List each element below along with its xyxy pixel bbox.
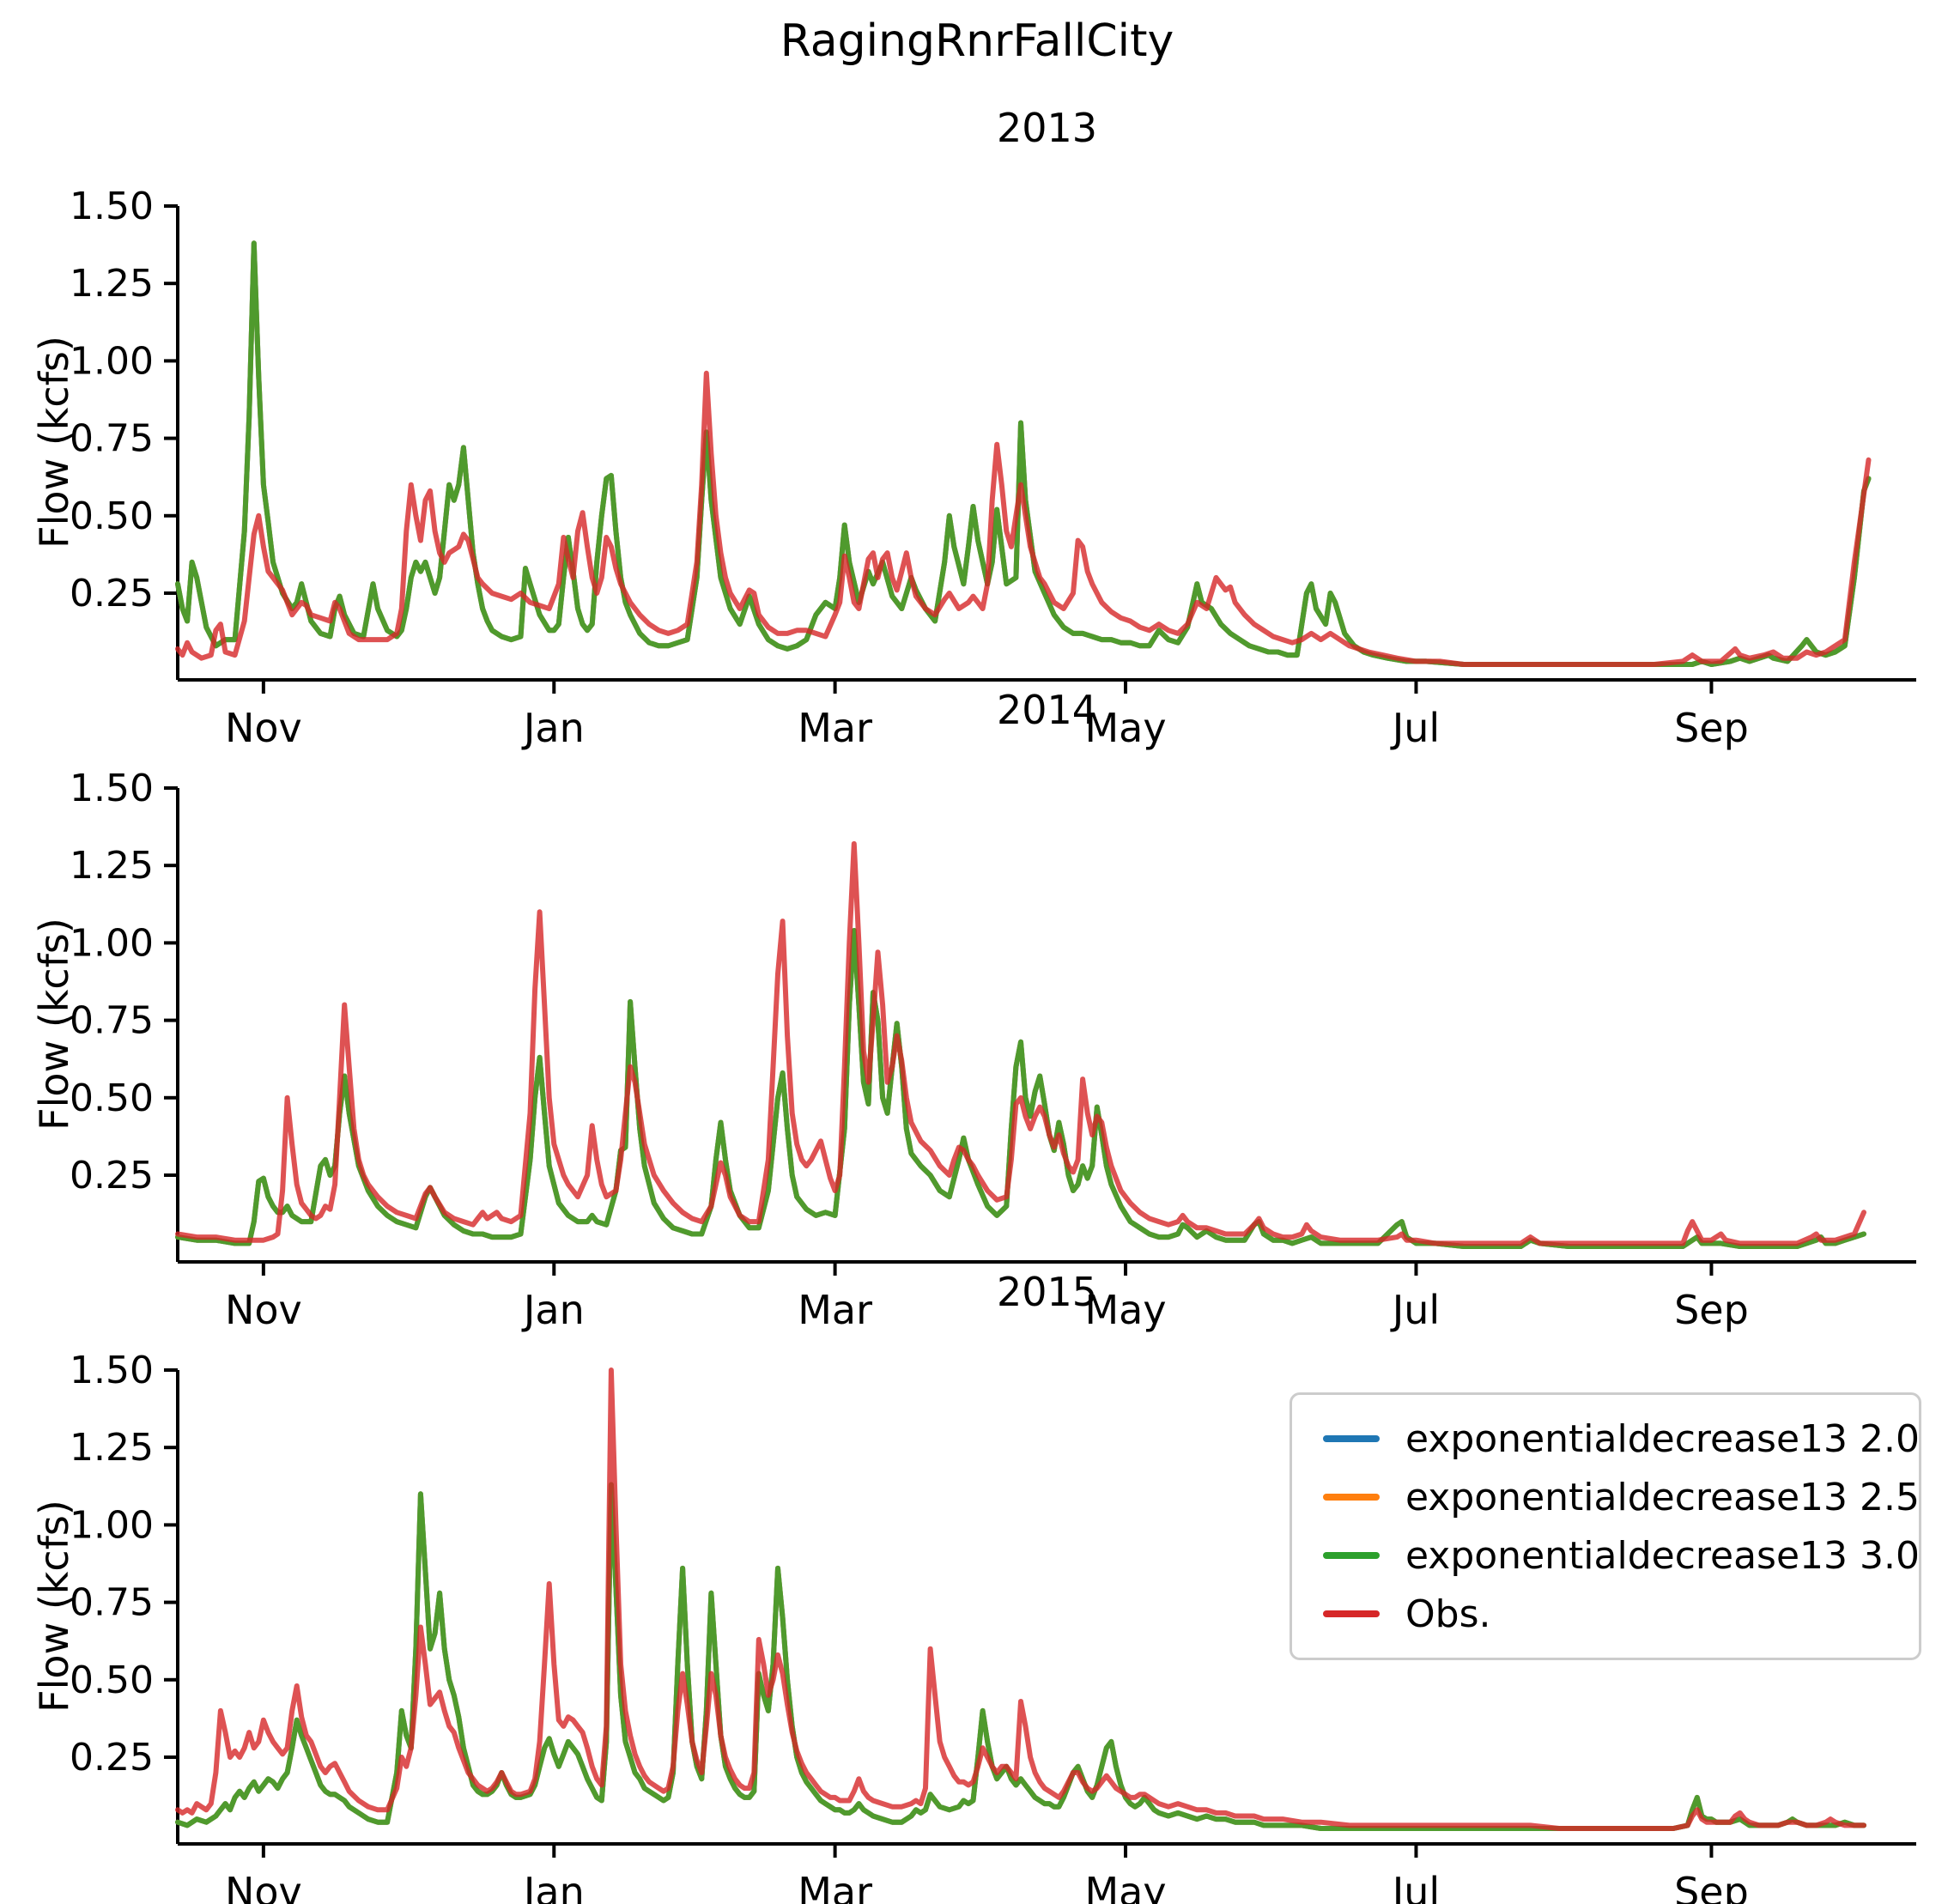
x-tick-label: Sep — [1674, 1287, 1749, 1333]
legend-line-swatch-red — [1323, 1610, 1380, 1617]
x-tick-label: Nov — [225, 1287, 302, 1333]
y-tick-label: 1.25 — [70, 262, 154, 306]
series-line-exponentialdecrease13-3.0 — [175, 240, 1872, 667]
series-line-exponentialdecrease13-3.0 — [175, 928, 1866, 1249]
y-tick-label: 1.25 — [70, 1426, 154, 1470]
legend-label: exponentialdecrease13 3.0 — [1405, 1533, 1920, 1578]
legend: exponentialdecrease13 2.0 exponentialdec… — [1290, 1392, 1921, 1660]
legend-item: exponentialdecrease13 3.0 — [1323, 1534, 1920, 1578]
subplot-title-2014: 2014 — [996, 687, 1098, 733]
x-tick-label: Mar — [798, 705, 872, 751]
y-tick-label: 0.25 — [70, 572, 154, 615]
y-tick-label: 1.00 — [70, 921, 154, 965]
x-tick-label: Jan — [521, 1287, 585, 1333]
x-tick-label: Jan — [521, 1869, 585, 1904]
series-line-exponentialdecrease13-2.0 — [175, 928, 1866, 1249]
legend-line-swatch-blue — [1323, 1435, 1380, 1442]
x-tick-label: Mar — [798, 1287, 872, 1333]
x-tick-label: Nov — [225, 705, 302, 751]
y-tick-label: 0.75 — [70, 1581, 154, 1625]
x-tick-label: May — [1084, 1869, 1166, 1904]
legend-item: Obs. — [1323, 1592, 1893, 1636]
y-tick-label: 1.00 — [70, 1503, 154, 1547]
x-tick-label: Jul — [1390, 1869, 1441, 1904]
legend-item: exponentialdecrease13 2.5 — [1323, 1476, 1920, 1519]
series-line-obs. — [175, 370, 1872, 667]
legend-line-swatch-green — [1323, 1552, 1380, 1559]
y-tick-label: 0.25 — [70, 1154, 154, 1198]
legend-item: exponentialdecrease13 2.0 — [1323, 1417, 1920, 1461]
legend-label: Obs. — [1405, 1592, 1491, 1636]
x-tick-label: Sep — [1674, 1869, 1749, 1904]
series-line-obs. — [175, 1367, 1866, 1831]
y-tick-label: 1.50 — [70, 1349, 154, 1392]
x-tick-label: Jul — [1390, 705, 1441, 751]
y-tick-label: 0.50 — [70, 1076, 154, 1120]
x-tick-label: May — [1084, 705, 1166, 751]
y-tick-label: 1.00 — [70, 339, 154, 383]
y-tick-label: 1.25 — [70, 844, 154, 888]
y-tick-label: 0.25 — [70, 1736, 154, 1780]
x-tick-label: May — [1084, 1287, 1166, 1333]
x-tick-label: Nov — [225, 1869, 302, 1904]
series-line-obs. — [175, 840, 1866, 1246]
y-tick-label: 0.75 — [70, 999, 154, 1043]
y-tick-label: 1.50 — [70, 767, 154, 810]
y-tick-label: 1.50 — [70, 185, 154, 228]
x-tick-label: Jul — [1390, 1287, 1441, 1333]
y-tick-label: 0.50 — [70, 1658, 154, 1702]
subplot-title-2015: 2015 — [996, 1269, 1098, 1315]
y-tick-label: 0.75 — [70, 417, 154, 461]
legend-label: exponentialdecrease13 2.0 — [1405, 1416, 1920, 1461]
subplot-title-2013: 2013 — [996, 105, 1098, 151]
series-line-exponentialdecrease13-2.5 — [175, 928, 1866, 1249]
legend-label: exponentialdecrease13 2.5 — [1405, 1475, 1920, 1519]
x-tick-label: Jan — [521, 705, 585, 751]
legend-line-swatch-orange — [1323, 1494, 1380, 1501]
y-tick-label: 0.50 — [70, 494, 154, 538]
x-tick-label: Mar — [798, 1869, 872, 1904]
x-tick-label: Sep — [1674, 705, 1749, 751]
figure-title: RagingRnrFallCity — [780, 15, 1174, 67]
